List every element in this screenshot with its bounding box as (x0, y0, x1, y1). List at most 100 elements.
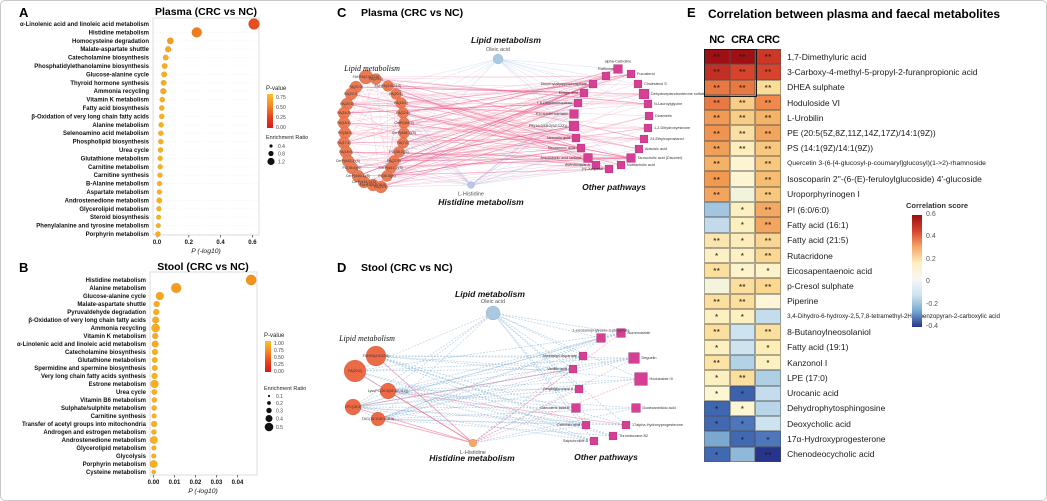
network-edge (377, 418, 587, 426)
network-edge (470, 127, 649, 186)
pvalue-tick-label: 0.25 (274, 362, 284, 368)
node-label: FA(18:0) (339, 150, 353, 154)
network-edge (402, 58, 499, 114)
node-label: Taurocholic acid (Disomer) (638, 156, 684, 160)
heatmap-row-label: Fatty acid (16:1) (787, 219, 849, 230)
heatmap-cell: * (755, 339, 782, 355)
network-edge (343, 112, 405, 134)
network-edge (390, 83, 594, 169)
network-edge (390, 157, 589, 169)
network-edge (402, 83, 594, 114)
pvalue-gradient-bar (267, 94, 273, 128)
pvalue-tick-label: 0.50 (276, 105, 286, 111)
network-edge (470, 102, 579, 186)
enrichment-dot (245, 274, 257, 286)
heatmap-cell: ** (704, 186, 730, 202)
network-edge (363, 147, 582, 183)
node-label: FAHFA(2:0/22:5) (363, 354, 390, 358)
metabolite-node (601, 71, 611, 81)
category-label: Catecholamine biosynthesis (65, 350, 147, 356)
category-label: Carnitine metabolism (88, 165, 149, 171)
significance-stars: * (766, 358, 770, 368)
category-label: Vitamin K metabolism (83, 334, 146, 340)
network-edge (390, 58, 499, 169)
category-label: β-Oxidation of very long chain fatty aci… (31, 114, 149, 120)
network-edge (497, 58, 619, 70)
significance-stars: ** (713, 327, 721, 337)
network-edge (365, 76, 582, 149)
enrichment-dot (155, 291, 165, 301)
category-label: Glucose-alanine cycle (83, 294, 147, 300)
category-label: Ammonia recycling (91, 326, 147, 332)
category-label: Fatty acid biosynthesis (83, 106, 150, 112)
network-edge (400, 102, 649, 129)
network-edge (355, 86, 640, 150)
node-label: FA(22:6) (396, 111, 410, 115)
category-label: Phosphatidylethanolamine biosynthesis (34, 64, 149, 70)
network-edge (400, 83, 594, 104)
node-label: Avenacoside A (565, 163, 591, 167)
network-edge (352, 406, 595, 442)
enrichment-dot (161, 71, 168, 78)
network-edge (352, 368, 574, 408)
network-edge (344, 132, 382, 188)
metabolite-node (573, 98, 583, 108)
network-edge (403, 75, 607, 124)
heatmap-cell: ** (729, 79, 756, 95)
network-edge (343, 142, 388, 177)
heatmap-cell: * (704, 247, 730, 264)
network-edge (398, 92, 585, 153)
enrichment-dot (151, 453, 157, 459)
ratio-dot (269, 144, 273, 148)
network-edge (387, 390, 627, 426)
panel-label-e: E (687, 5, 696, 20)
heatmap-cell: ** (755, 201, 782, 218)
significance-stars: ** (713, 82, 721, 92)
network-edge (387, 378, 642, 392)
heatmap-row-label: 17α-Hydroxyprogesterone (787, 434, 886, 445)
significance-stars: ** (713, 358, 721, 368)
network-edge (402, 112, 589, 159)
network-edge (365, 75, 607, 78)
category-label: Carnitine synthesis (94, 173, 150, 179)
category-label: Histidine metabolism (89, 30, 149, 36)
metabolite-node (633, 79, 643, 89)
significance-stars: ** (764, 235, 772, 245)
enrichment-dot (157, 147, 164, 153)
network-edge (395, 93, 577, 139)
heatmap-row-label: Quercetin 3-(6-[4-glucosyl-p-coumaryl]gl… (787, 160, 986, 168)
metabolite-node (604, 164, 614, 174)
cluster-label: Lipid metabolism (343, 64, 400, 73)
node-label: PG(38:0) (338, 131, 353, 135)
category-label: Urea cycle (116, 390, 147, 396)
cluster-label: Other pathways (574, 452, 638, 462)
network-edge (352, 406, 474, 444)
correlation-gradient-bar (912, 215, 922, 327)
metabolite-node (571, 403, 581, 413)
panel-label-b: B (19, 260, 29, 275)
node-label: Nummularide (628, 331, 651, 335)
network-edge (386, 85, 389, 177)
metabolite-node (643, 123, 653, 133)
significance-stars: ** (764, 205, 772, 215)
heatmap-cell (729, 171, 756, 187)
significance-stars: * (740, 205, 745, 215)
enrichment-dot (157, 155, 163, 162)
node-label: FA(20:3) (349, 85, 363, 89)
category-label: Glycolysis (116, 454, 147, 460)
category-label: Steroid biosynthesis (90, 215, 150, 221)
network-edge (402, 93, 645, 114)
network-edges-c (343, 58, 650, 188)
significance-stars: * (766, 434, 770, 444)
node-label: Deguelin (642, 356, 657, 360)
correlation-tick-label: 0.2 (926, 255, 936, 263)
network-edge (393, 127, 649, 162)
enrichment-dot (151, 340, 159, 348)
network-edge (402, 93, 645, 144)
metabolite-node (382, 80, 394, 92)
enrichment-dot (157, 172, 163, 178)
metabolite-node (492, 53, 504, 65)
correlation-legend-title: Correlation score (906, 201, 969, 210)
node-label: L-Histidine (460, 450, 486, 456)
